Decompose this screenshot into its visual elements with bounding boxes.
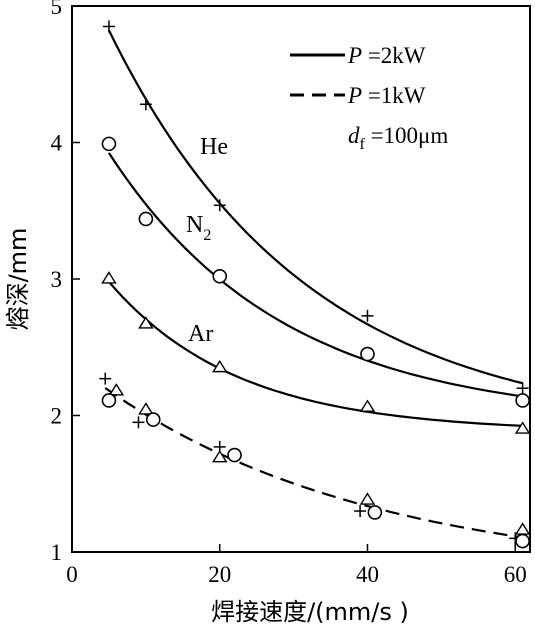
curve-2kw-n2 <box>107 152 523 398</box>
marker-circle <box>515 393 530 408</box>
marker-circle <box>138 211 154 227</box>
marker-plus <box>516 382 529 395</box>
y-tick-label: 3 <box>51 267 63 292</box>
marker-plus <box>354 505 367 518</box>
marker-plus <box>213 199 226 212</box>
marker-triangle <box>138 402 154 415</box>
legend-entry-1kw: P =1kW <box>347 83 426 108</box>
marker-circle <box>227 447 242 463</box>
legend-note-spot-diameter: df =100μm <box>348 123 448 153</box>
x-tick-label: 60 <box>504 562 527 587</box>
y-axis-title: 熔深/mm <box>4 228 32 331</box>
marker-plus <box>361 309 374 322</box>
series-label-he: He <box>200 134 228 160</box>
marker-triangle <box>359 492 376 505</box>
curve-1kw-dashed <box>104 387 523 539</box>
marker-plus <box>102 20 115 33</box>
x-tick-label: 0 <box>66 562 78 587</box>
marker-circle <box>360 346 375 362</box>
y-tick-label: 5 <box>51 0 63 19</box>
marker-plus <box>132 416 145 429</box>
legend-entry-2kw: P =2kW <box>347 43 426 68</box>
x-tick-label: 40 <box>356 562 379 587</box>
x-tick-label: 20 <box>208 562 231 587</box>
marker-triangle <box>211 449 228 463</box>
marker-plus <box>99 372 112 385</box>
series-label-n2: N2 <box>186 212 211 244</box>
marker-circle <box>101 393 117 408</box>
y-tick-label: 1 <box>51 540 63 565</box>
marker-triangle <box>359 399 376 412</box>
marker-triangle <box>101 271 117 284</box>
marker-circle <box>101 136 117 152</box>
x-axis-title: 焊接速度/(mm/s ) <box>211 598 409 626</box>
marker-circle <box>212 268 228 284</box>
marker-triangle <box>514 522 531 535</box>
legend: P =2kW P =1kW df =100μm <box>290 43 448 153</box>
marker-circle <box>515 533 530 549</box>
marker-triangle <box>514 421 531 434</box>
marker-triangle <box>211 359 228 373</box>
y-tick-label: 4 <box>51 131 63 156</box>
marker-triangle <box>108 383 125 396</box>
marker-triangle <box>138 316 154 329</box>
marker-plus <box>139 98 152 111</box>
curve-2kw-ar <box>108 281 523 427</box>
series-label-ar: Ar <box>188 321 213 347</box>
plot-frame <box>71 5 531 553</box>
curve-2kw-he <box>107 29 523 385</box>
marker-circle <box>367 505 383 520</box>
marker-circle <box>145 412 161 427</box>
y-tick-label: 2 <box>51 404 63 429</box>
